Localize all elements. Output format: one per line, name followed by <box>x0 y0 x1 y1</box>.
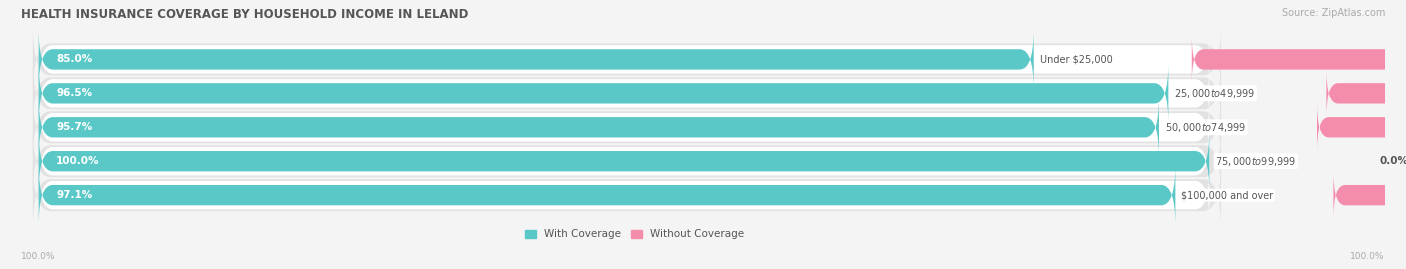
FancyBboxPatch shape <box>38 63 1168 124</box>
Text: 95.7%: 95.7% <box>56 122 93 132</box>
Text: 0.0%: 0.0% <box>1379 156 1406 166</box>
Text: Source: ZipAtlas.com: Source: ZipAtlas.com <box>1281 8 1385 18</box>
FancyBboxPatch shape <box>38 29 1033 90</box>
Text: $25,000 to $49,999: $25,000 to $49,999 <box>1174 87 1256 100</box>
FancyBboxPatch shape <box>38 101 1209 154</box>
FancyBboxPatch shape <box>32 160 1220 230</box>
Text: 100.0%: 100.0% <box>21 252 56 261</box>
FancyBboxPatch shape <box>32 92 1220 162</box>
FancyBboxPatch shape <box>1333 171 1406 219</box>
FancyBboxPatch shape <box>38 33 1209 86</box>
Text: $50,000 to $74,999: $50,000 to $74,999 <box>1164 121 1246 134</box>
FancyBboxPatch shape <box>38 97 1159 158</box>
FancyBboxPatch shape <box>38 67 1209 120</box>
Text: 96.5%: 96.5% <box>56 88 93 98</box>
Text: 97.1%: 97.1% <box>56 190 93 200</box>
FancyBboxPatch shape <box>38 165 1175 226</box>
FancyBboxPatch shape <box>1192 36 1406 83</box>
Text: Under $25,000: Under $25,000 <box>1039 54 1112 64</box>
Legend: With Coverage, Without Coverage: With Coverage, Without Coverage <box>522 225 748 244</box>
FancyBboxPatch shape <box>32 126 1220 196</box>
FancyBboxPatch shape <box>38 131 1209 192</box>
FancyBboxPatch shape <box>1326 70 1406 117</box>
Text: 100.0%: 100.0% <box>1350 252 1385 261</box>
FancyBboxPatch shape <box>38 135 1209 188</box>
Text: $75,000 to $99,999: $75,000 to $99,999 <box>1215 155 1296 168</box>
FancyBboxPatch shape <box>32 58 1220 128</box>
Text: 85.0%: 85.0% <box>56 54 93 64</box>
FancyBboxPatch shape <box>38 169 1209 222</box>
Text: 100.0%: 100.0% <box>56 156 100 166</box>
FancyBboxPatch shape <box>1317 104 1406 151</box>
Text: HEALTH INSURANCE COVERAGE BY HOUSEHOLD INCOME IN LELAND: HEALTH INSURANCE COVERAGE BY HOUSEHOLD I… <box>21 8 468 21</box>
FancyBboxPatch shape <box>32 24 1220 94</box>
Text: $100,000 and over: $100,000 and over <box>1181 190 1274 200</box>
